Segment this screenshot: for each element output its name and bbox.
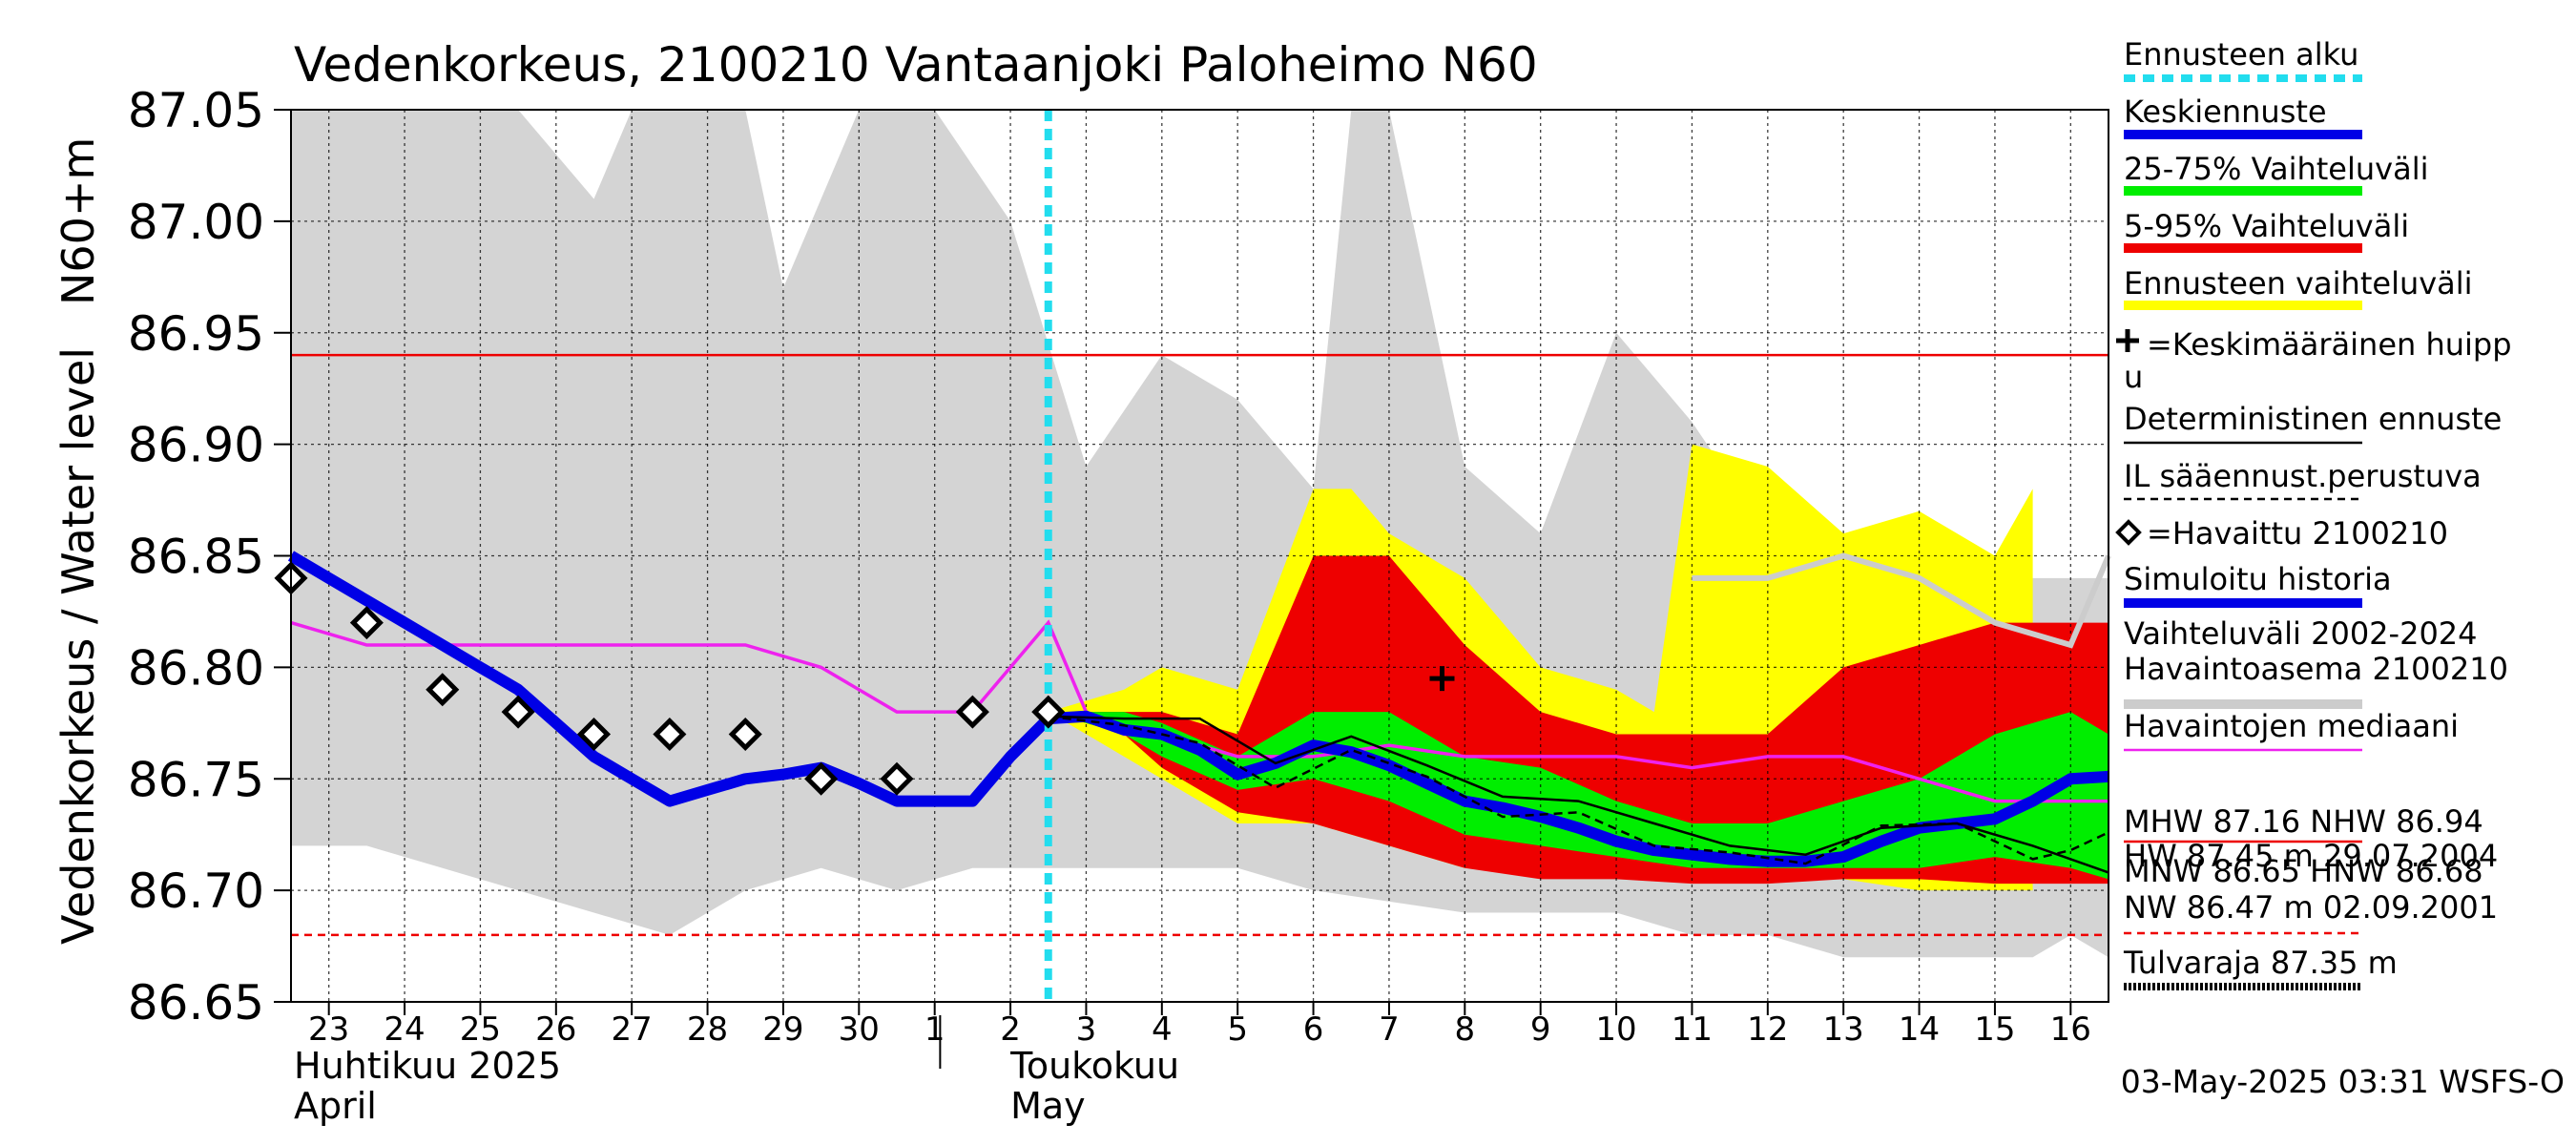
observed-point [728,717,762,752]
x-tick-label: 10 [1595,1010,1636,1049]
month-label-line1: Huhtikuu 2025 [294,1045,561,1087]
series-layer [287,110,2111,1002]
series-il-forecast [1048,715,2109,865]
legend-label: Havaintojen mediaani [2124,708,2459,744]
x-tick-label: 4 [1152,1010,1173,1049]
x-tick-labels: 23 24 25 26 27 28 29 30 1 2 3 4 5 6 7 8 9 10 11 12 13 14 15 16 [308,1010,2091,1049]
legend-label-line2: HW 87.45 m 29.07.2004 [2124,838,2498,874]
legend-symbol [2115,519,2142,546]
series-simulated-history [287,551,2109,867]
legend-label: IL sääennust.perustuva [2124,458,2482,494]
x-tick-label: 26 [535,1010,576,1049]
legend-label: Simuloitu historia [2124,561,2392,597]
x-tick-label: 12 [1747,1010,1788,1049]
y-tick-label: 86.80 [128,640,264,696]
observed-point [880,761,914,796]
month-label-line1: Toukokuu [1009,1045,1179,1087]
x-tick-label: 30 [839,1010,880,1049]
grid-layer [291,109,2109,1003]
y-tick-label: 86.75 [128,752,264,807]
legend-label-line2: u [2124,359,2143,395]
y-axis-unit: N60+m [52,137,104,305]
x-tick-label: 3 [1076,1010,1097,1049]
legend-label: =Havaittu 2100210 [2147,515,2448,552]
axes-layer [274,109,2109,1069]
x-tick-label: 16 [2050,1010,2091,1049]
x-tick-label: 7 [1379,1010,1400,1049]
month-label-line2: April [294,1085,377,1127]
x-tick-label: 14 [1899,1010,1940,1049]
chart-title: Vedenkorkeus, 2100210 Vantaanjoki Palohe… [294,37,1538,93]
legend-label: 25-75% Vaihteluväli [2124,151,2428,187]
x-tick-label: 13 [1823,1010,1864,1049]
marker-layer [274,561,1455,796]
observed-point [576,717,612,752]
legend-label-line2: NW 86.47 m 02.09.2001 [2124,889,2498,926]
legend-label: MNW 86.65 HNW 86.68 [2124,853,2483,889]
observed-point [653,717,687,752]
legend-label: Ennusteen vaihteluväli [2124,265,2473,302]
observed-point [1031,695,1066,729]
y-tick-label: 87.00 [128,195,264,250]
x-tick-label: 25 [460,1010,501,1049]
legend-label: Ennusteen alku [2124,36,2358,73]
observed-point [501,695,535,729]
x-tick-label: 8 [1454,1010,1475,1049]
legend-label: Vaihteluväli 2002-2024 [2124,615,2478,652]
y-axis-label: Vedenkorkeus / Water level [52,347,104,945]
x-tick-label: 28 [687,1010,728,1049]
legend-symbol [2116,329,2139,352]
observed-point [955,695,989,729]
legend-label: Deterministinen ennuste [2124,401,2502,437]
x-tick-label: 23 [308,1010,349,1049]
x-tick-label: 29 [762,1010,803,1049]
y-tick-labels: 86.65 86.70 86.75 86.80 86.85 86.90 86.95 87.00… [128,83,264,1030]
x-tick-label: 6 [1303,1010,1324,1049]
x-tick-label: 1 [924,1010,945,1049]
x-tick-label: 9 [1530,1010,1551,1049]
series-deterministic [1048,715,2109,874]
y-tick-label: 86.85 [128,530,264,585]
y-tick-label: 86.65 [128,975,264,1030]
legend: Ennusteen alku Keskiennuste 25-75% Vaihtel… [2115,36,2512,990]
legend-label-line2: Havaintoasema 2100210 [2124,651,2508,687]
legend-label: Tulvaraja 87.35 m [2123,945,2398,981]
observed-point [804,761,839,796]
x-tick-label: 15 [1974,1010,2015,1049]
observed-point [426,673,460,707]
legend-label: =Keskimääräinen huipp [2147,326,2512,363]
legend-label: 5-95% Vaihteluväli [2124,208,2409,244]
y-tick-label: 86.70 [128,864,264,919]
legend-label: Keskiennuste [2124,94,2327,130]
x-tick-label: 24 [384,1010,425,1049]
y-tick-label: 87.05 [128,83,264,138]
x-tick-label: 2 [1000,1010,1021,1049]
y-tick-label: 86.95 [128,306,264,362]
band-layer [291,110,2109,958]
y-tick-label: 86.90 [128,418,264,473]
series-simulated-range-line [1692,552,2111,649]
observed-point [349,606,384,640]
reference-lines [291,353,2109,937]
timestamp: 03-May-2025 03:31 WSFS-O [2121,1063,2565,1100]
x-tick-label: 27 [612,1010,653,1049]
x-tick-label: 5 [1227,1010,1248,1049]
month-label-line2: May [1010,1085,1086,1127]
legend-label: MHW 87.16 NHW 86.94 [2124,803,2483,840]
x-tick-label: 11 [1672,1010,1713,1049]
mean-peak-marker [1429,666,1455,692]
